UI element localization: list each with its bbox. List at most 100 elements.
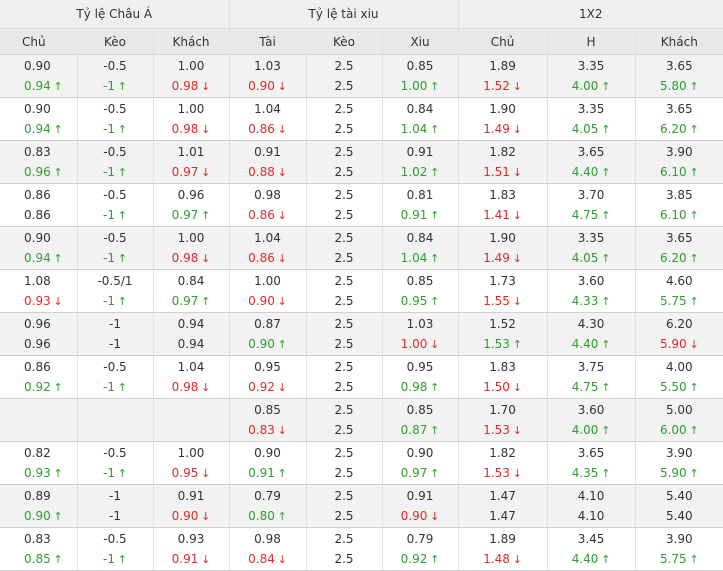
odds-row: 0.82 0.93 ↑ -0.5 -1 ↑ 1.00 0.95 ↓ 0.90 0.91 ↑ 2.5 2.5…: [0, 441, 723, 485]
col-header-away: Khách: [153, 28, 230, 55]
opening-odds: 0.79: [406, 532, 434, 546]
live-odds: 0.98 ↓: [154, 120, 229, 140]
odds-cell-under: 0.85 1.00 ↑: [382, 54, 459, 98]
opening-odds: 0.79: [254, 489, 281, 503]
opening-odds: 0.81: [406, 188, 434, 202]
opening-odds: 1.08: [24, 274, 51, 288]
live-odds: 2.5: [334, 208, 354, 222]
arrow-down-icon: ↓: [277, 424, 287, 437]
odds-row: 1.08 0.93 ↓ -0.5/1 -1 ↑ 0.84 0.97 ↑ 1.00 0.90 ↓ 2.5 2…: [0, 269, 723, 313]
opening-odds: 0.90: [24, 231, 51, 245]
live-odds: 1.00 ↑: [383, 77, 458, 97]
arrow-up-icon: ↑: [277, 510, 287, 523]
odds-cell-line: 2.5 2.5: [306, 226, 383, 270]
odds-cell-1x2-away: 4.00 5.50 ↑: [635, 355, 723, 399]
opening-odds: 2.5: [334, 145, 354, 159]
odds-cell-handicap: -0.5/1 -1 ↑: [77, 269, 154, 313]
live-odds: 0.93 ↑: [0, 464, 76, 484]
arrow-up-icon: ↑: [689, 381, 699, 394]
odds-cell-handicap: -0.5 -1 ↑: [77, 355, 154, 399]
opening-odds: 4.60: [665, 274, 693, 288]
odds-cell-1x2-away: 3.65 6.20 ↑: [635, 226, 723, 270]
col-header-1x2-away: Khách: [635, 28, 723, 55]
opening-odds: 3.45: [577, 532, 605, 546]
arrow-down-icon: ↓: [201, 553, 211, 566]
opening-odds: 1.47: [489, 489, 516, 503]
odds-cell-away: 0.94 0.94: [153, 312, 230, 356]
opening-odds: 0.90: [254, 446, 281, 460]
arrow-up-icon: ↑: [601, 295, 611, 308]
odds-cell-line: 2.5 2.5: [306, 398, 383, 442]
live-odds: 1.41 ↓: [459, 206, 547, 226]
live-odds: -1: [109, 337, 121, 351]
live-odds: 5.80 ↑: [636, 77, 723, 97]
opening-odds: -0.5: [103, 59, 127, 73]
odds-cell-1x2-draw: 3.65 4.40 ↑: [547, 140, 636, 184]
live-odds: 6.00 ↑: [636, 421, 723, 441]
arrow-up-icon: ↑: [601, 553, 611, 566]
live-odds: [154, 421, 229, 441]
live-odds: 0.90 ↓: [230, 77, 306, 97]
opening-odds: 1.00: [177, 102, 205, 116]
arrow-down-icon: ↓: [201, 467, 211, 480]
opening-odds: 0.98: [254, 532, 281, 546]
opening-odds: 4.30: [577, 317, 605, 331]
opening-odds: 1.00: [177, 231, 205, 245]
live-odds: 0.97 ↑: [154, 292, 229, 312]
odds-cell-over: 0.98 0.86 ↓: [229, 183, 307, 227]
opening-odds: 2.5: [334, 532, 354, 546]
odds-cell-1x2-draw: 3.35 4.05 ↑: [547, 226, 636, 270]
odds-cell-1x2-away: 3.90 6.10 ↑: [635, 140, 723, 184]
live-odds: 0.86 ↓: [230, 249, 306, 269]
odds-cell-1x2-home: 1.73 1.55 ↓: [458, 269, 548, 313]
arrow-up-icon: ↑: [430, 80, 440, 93]
odds-cell-line: 2.5 2.5: [306, 441, 383, 485]
live-odds: 5.50 ↑: [636, 378, 723, 398]
col-header-handicap: Kèo: [77, 28, 154, 55]
arrow-up-icon: ↑: [53, 510, 63, 523]
opening-odds: 0.91: [406, 489, 434, 503]
arrow-up-icon: ↑: [430, 381, 440, 394]
opening-odds: 0.84: [406, 231, 434, 245]
odds-cell-home: 0.89 0.90 ↑: [0, 484, 78, 528]
live-odds: 0.88 ↓: [230, 163, 306, 183]
arrow-down-icon: ↓: [430, 510, 440, 523]
opening-odds: 3.90: [665, 446, 693, 460]
opening-odds: 0.84: [406, 102, 434, 116]
opening-odds: 0.98: [254, 188, 281, 202]
arrow-up-icon: ↑: [601, 338, 611, 351]
live-odds: 4.05 ↑: [548, 249, 635, 269]
live-odds: -1 ↑: [78, 206, 153, 226]
arrow-up-icon: ↑: [117, 80, 127, 93]
live-odds: 5.40: [665, 509, 693, 523]
opening-odds: 1.04: [254, 102, 281, 116]
group-header-asian-handicap: Tỷ lệ Châu Á: [0, 0, 230, 29]
odds-cell-under: 0.84 1.04 ↑: [382, 226, 459, 270]
odds-cell-1x2-draw: 4.30 4.40 ↑: [547, 312, 636, 356]
odds-cell-line: 2.5 2.5: [306, 97, 383, 141]
live-odds: -1: [109, 509, 121, 523]
odds-cell-line: 2.5 2.5: [306, 54, 383, 98]
opening-odds: 1.82: [489, 446, 516, 460]
arrow-up-icon: ↑: [601, 381, 611, 394]
opening-odds: 0.83: [24, 145, 51, 159]
arrow-down-icon: ↓: [277, 553, 287, 566]
live-odds: 4.40 ↑: [548, 335, 635, 355]
live-odds: 2.5: [334, 380, 354, 394]
odds-cell-away: 1.00 0.98 ↓: [153, 97, 230, 141]
arrow-down-icon: ↓: [512, 424, 522, 437]
live-odds: 1.02 ↑: [383, 163, 458, 183]
live-odds: 0.86: [24, 208, 51, 222]
live-odds: 0.92 ↑: [383, 550, 458, 570]
live-odds: -1 ↑: [78, 464, 153, 484]
live-odds: 1.50 ↓: [459, 378, 547, 398]
opening-odds: 0.83: [24, 532, 51, 546]
opening-odds: 0.87: [254, 317, 281, 331]
arrow-down-icon: ↓: [277, 252, 287, 265]
opening-odds: -0.5: [103, 360, 127, 374]
odds-row: 0.83 0.96 ↑ -0.5 -1 ↑ 1.01 0.97 ↓ 0.91 0.88 ↓ 2.5 2.5…: [0, 140, 723, 184]
opening-odds: 3.60: [577, 403, 605, 417]
arrow-down-icon: ↓: [512, 467, 522, 480]
live-odds: 0.85 ↑: [0, 550, 76, 570]
arrow-up-icon: ↑: [512, 338, 522, 351]
